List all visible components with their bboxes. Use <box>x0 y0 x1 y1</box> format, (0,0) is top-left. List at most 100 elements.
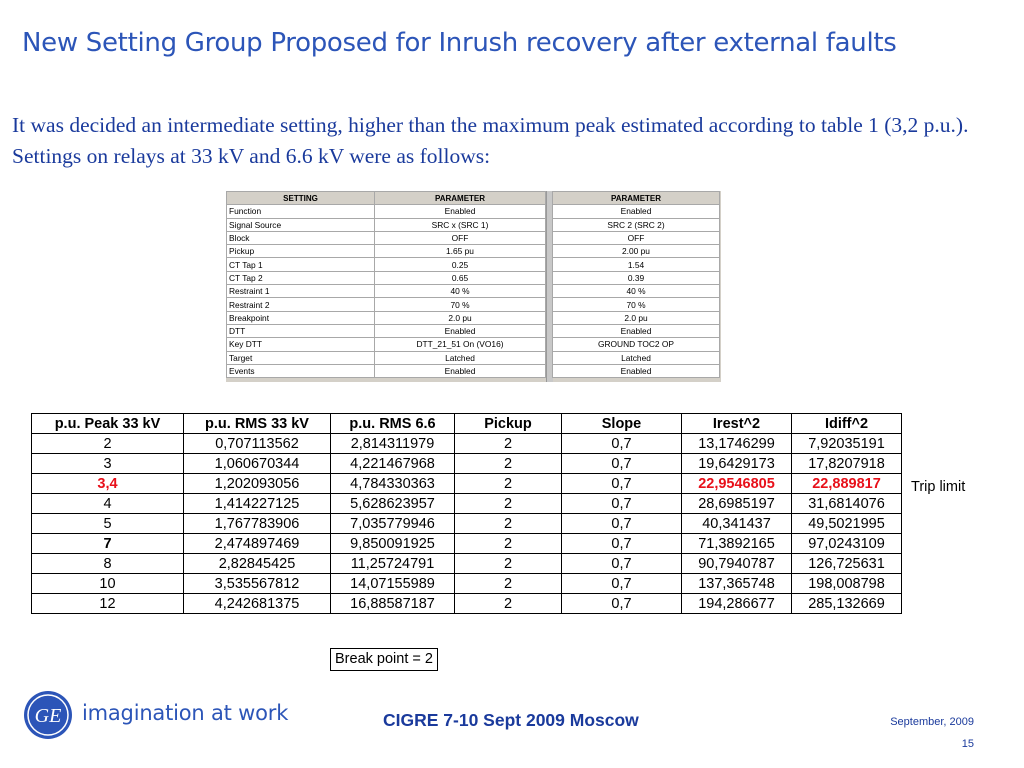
settings-table-6kv: PARAMETER Enabled SRC 2 (SRC 2) OFF 2.00 pu… <box>552 190 720 379</box>
table-row: 3 1,060670344 4,221467968 2 0,7 19,6429173 17,… <box>31 453 902 474</box>
settings-row: CT Tap 2 0.65 <box>226 270 546 286</box>
table-cell: 2 <box>454 433 562 454</box>
table-cell: 22,889817 <box>791 473 902 494</box>
settings-row: Events Enabled <box>226 363 546 379</box>
table-cell: 14,07155989 <box>330 573 455 594</box>
setting-value-33kv: OFF <box>374 230 546 246</box>
header-cell: p.u. RMS 33 kV <box>183 413 331 434</box>
table-cell: 11,25724791 <box>330 553 455 574</box>
table-cell: 12 <box>31 593 184 614</box>
table-cell: 1,202093056 <box>183 473 331 494</box>
setting-value-6kv: 70 % <box>552 297 720 312</box>
setting-value-33kv: 40 % <box>374 284 546 299</box>
trip-limit-label: Trip limit <box>911 479 966 495</box>
table-cell: 3,535567812 <box>183 573 331 594</box>
setting-name: Key DTT <box>226 337 375 352</box>
settings-row: Restraint 2 70 % <box>226 297 546 312</box>
table-row: 7 2,474897469 9,850091925 2 0,7 71,3892165 97,… <box>31 533 902 554</box>
table-cell: 4,784330363 <box>330 473 455 494</box>
settings-row: Block OFF <box>226 230 546 246</box>
header-cell: Slope <box>561 413 682 434</box>
table-cell: 7,92035191 <box>791 433 902 454</box>
header-cell: p.u. Peak 33 kV <box>31 413 184 434</box>
settings-row: Function Enabled <box>226 204 546 219</box>
table-cell: 285,132669 <box>791 593 902 614</box>
table-cell: 126,725631 <box>791 553 902 574</box>
setting-name: Block <box>226 230 375 246</box>
table-row: 5 1,767783906 7,035779946 2 0,7 40,341437 49,5… <box>31 513 902 534</box>
table-cell: 49,5021995 <box>791 513 902 534</box>
setting-value-6kv: Enabled <box>552 204 720 219</box>
parameter-header-2: PARAMETER <box>552 190 720 206</box>
setting-name: DTT <box>226 323 375 339</box>
table-cell: 1,060670344 <box>183 453 331 474</box>
settings-row: Enabled <box>552 323 720 339</box>
table-cell: 0,7 <box>561 533 682 554</box>
setting-value-33kv: 70 % <box>374 297 546 312</box>
settings-row: GROUND TOC2 OP <box>552 337 720 352</box>
table-cell: 97,0243109 <box>791 533 902 554</box>
page-number: 15 <box>961 738 974 750</box>
settings-row: Latched <box>552 350 720 365</box>
table-cell: 5 <box>31 513 184 534</box>
settings-row: Enabled <box>552 204 720 219</box>
table-cell: 0,7 <box>561 513 682 534</box>
table-row: 12 4,242681375 16,88587187 2 0,7 194,286677 28… <box>31 593 902 614</box>
setting-value-33kv: 2.0 pu <box>374 310 546 325</box>
setting-value-33kv: Enabled <box>374 323 546 339</box>
slide-title: New Setting Group Proposed for Inrush re… <box>22 28 897 58</box>
table-cell: 10 <box>31 573 184 594</box>
setting-name: Events <box>226 363 375 379</box>
settings-row: SRC 2 (SRC 2) <box>552 217 720 232</box>
setting-name: Function <box>226 204 375 219</box>
header-cell: Pickup <box>454 413 562 434</box>
footer-date: September, 2009 <box>890 716 974 728</box>
table-cell: 2 <box>454 533 562 554</box>
setting-value-33kv: DTT_21_51 On (VO16) <box>374 337 546 352</box>
settings-row: 40 % <box>552 284 720 299</box>
setting-name: Restraint 2 <box>226 297 375 312</box>
table-cell: 137,365748 <box>681 573 792 594</box>
table-row: 2 0,707113562 2,814311979 2 0,7 13,1746299 7,9… <box>31 433 902 454</box>
table-cell: 2,82845425 <box>183 553 331 574</box>
table-cell: 17,8207918 <box>791 453 902 474</box>
table-cell: 2 <box>454 493 562 514</box>
ge-logo-icon: GE <box>24 691 72 739</box>
settings-screenshot: SETTING PARAMETER Function Enabled Signal … <box>226 190 721 382</box>
table-cell: 0,707113562 <box>183 433 331 454</box>
settings-row: DTT Enabled <box>226 323 546 339</box>
settings-row: 1.54 <box>552 257 720 272</box>
setting-value-33kv: 0.65 <box>374 270 546 286</box>
setting-name: CT Tap 2 <box>226 270 375 286</box>
table-cell: 1,767783906 <box>183 513 331 534</box>
settings-row: 70 % <box>552 297 720 312</box>
table-cell: 198,008798 <box>791 573 902 594</box>
header-cell: p.u. RMS 6.6 <box>330 413 455 434</box>
table-cell: 31,6814076 <box>791 493 902 514</box>
table-cell: 3,4 <box>31 473 184 494</box>
setting-name: Pickup <box>226 244 375 259</box>
settings-row: CT Tap 1 0.25 <box>226 257 546 272</box>
setting-value-6kv: SRC 2 (SRC 2) <box>552 217 720 232</box>
table-cell: 8 <box>31 553 184 574</box>
table-cell: 90,7940787 <box>681 553 792 574</box>
setting-name: CT Tap 1 <box>226 257 375 272</box>
table-cell: 0,7 <box>561 433 682 454</box>
table-cell: 16,88587187 <box>330 593 455 614</box>
setting-value-33kv: Latched <box>374 350 546 365</box>
settings-row: 2.0 pu <box>552 310 720 325</box>
settings-row: Signal Source SRC x (SRC 1) <box>226 217 546 232</box>
setting-value-33kv: 0.25 <box>374 257 546 272</box>
settings-row: 2.00 pu <box>552 244 720 259</box>
parameter-header: PARAMETER <box>374 190 546 206</box>
table-cell: 0,7 <box>561 553 682 574</box>
peak-data-table: p.u. Peak 33 kV p.u. RMS 33 kV p.u. RMS … <box>31 413 902 614</box>
header-cell: Idiff^2 <box>791 413 902 434</box>
settings-row: Breakpoint 2.0 pu <box>226 310 546 325</box>
table-cell: 0,7 <box>561 473 682 494</box>
table-cell: 2,814311979 <box>330 433 455 454</box>
setting-value-6kv: 2.0 pu <box>552 310 720 325</box>
table-cell: 2 <box>454 593 562 614</box>
table-cell: 2 <box>31 433 184 454</box>
settings-row: 0.39 <box>552 270 720 286</box>
